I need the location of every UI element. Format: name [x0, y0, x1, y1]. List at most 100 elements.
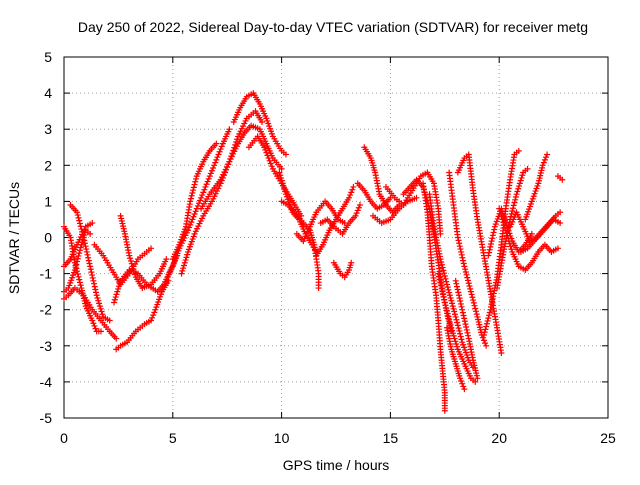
- data-point: [277, 172, 284, 179]
- data-point: [226, 126, 233, 133]
- data-point: [464, 274, 471, 281]
- data-point: [557, 220, 564, 227]
- data-point: [490, 229, 497, 236]
- data-point: [516, 180, 523, 187]
- data-point: [514, 188, 521, 195]
- data-point: [346, 194, 353, 201]
- data-point: [448, 297, 455, 304]
- data-point: [454, 343, 461, 350]
- data-point: [78, 226, 85, 233]
- data-point: [111, 299, 118, 306]
- data-point: [281, 185, 288, 192]
- x-tick-label: 15: [383, 430, 399, 446]
- data-point: [474, 375, 481, 382]
- data-point: [216, 148, 223, 155]
- data-point: [83, 248, 90, 255]
- data-point: [106, 317, 113, 324]
- data-point: [496, 205, 503, 212]
- data-point: [348, 189, 355, 196]
- data-point: [460, 312, 467, 319]
- data-point: [484, 317, 491, 324]
- data-point: [461, 263, 468, 270]
- data-point: [77, 223, 84, 230]
- data-point: [212, 159, 219, 166]
- data-point: [461, 386, 468, 393]
- data-point: [87, 263, 94, 270]
- data-point: [188, 192, 195, 199]
- data-point: [79, 231, 86, 238]
- data-point: [473, 311, 480, 318]
- y-tick-label: 3: [44, 121, 52, 137]
- data-point: [213, 140, 220, 147]
- data-point: [509, 205, 516, 212]
- data-point: [192, 208, 199, 215]
- data-point: [455, 292, 462, 299]
- data-point: [90, 277, 97, 284]
- data-point: [454, 286, 461, 293]
- data-point: [443, 281, 450, 288]
- data-point: [438, 261, 445, 268]
- data-point: [480, 331, 487, 338]
- data-point: [191, 211, 198, 218]
- data-point: [435, 273, 442, 280]
- data-point: [510, 202, 517, 209]
- x-tick-label: 25: [600, 430, 616, 446]
- x-axis-label: GPS time / hours: [283, 457, 390, 473]
- data-point: [355, 204, 362, 211]
- data-point: [458, 377, 465, 384]
- data-point: [439, 290, 446, 297]
- data-point: [463, 326, 470, 333]
- data-point: [163, 256, 170, 263]
- y-tick-label: 5: [44, 49, 52, 65]
- data-point: [353, 210, 360, 217]
- data-point: [75, 273, 82, 280]
- y-tick-label: -5: [40, 410, 53, 426]
- data-point: [97, 328, 104, 335]
- data-point: [186, 224, 193, 231]
- data-point: [456, 327, 463, 334]
- data-point: [439, 264, 446, 271]
- data-point: [217, 146, 224, 153]
- data-point: [77, 244, 84, 251]
- y-tick-label: -4: [40, 374, 53, 390]
- data-point: [84, 251, 91, 258]
- data-point: [438, 285, 445, 292]
- data-point: [89, 317, 96, 324]
- data-point: [446, 319, 453, 326]
- data-point: [461, 318, 468, 325]
- data-point: [96, 300, 103, 307]
- data-point: [74, 255, 81, 262]
- data-point: [438, 258, 445, 265]
- data-point: [441, 273, 448, 280]
- data-point: [459, 306, 466, 313]
- data-point: [450, 305, 457, 312]
- data-point: [449, 303, 456, 310]
- data-point: [76, 250, 83, 257]
- data-point: [190, 213, 197, 220]
- data-point: [149, 314, 156, 321]
- data-point: [213, 156, 220, 163]
- data-point: [445, 286, 452, 293]
- data-point: [455, 289, 462, 296]
- data-point: [486, 312, 493, 319]
- y-tick-label: 4: [44, 85, 52, 101]
- data-point: [413, 194, 420, 201]
- data-point: [187, 195, 194, 202]
- data-point: [508, 246, 515, 253]
- data-point: [189, 189, 196, 196]
- data-point: [76, 247, 83, 254]
- data-point: [201, 186, 208, 193]
- data-point: [487, 243, 494, 250]
- data-point: [148, 245, 155, 252]
- data-point: [80, 234, 87, 241]
- grid: [64, 57, 608, 418]
- data-point: [131, 268, 138, 275]
- data-point: [508, 210, 515, 217]
- data-point: [184, 251, 191, 258]
- y-tick-label: 1: [44, 193, 52, 209]
- data-point: [208, 167, 215, 174]
- data-point: [350, 183, 357, 190]
- data-point: [211, 162, 218, 169]
- data-point: [455, 325, 462, 332]
